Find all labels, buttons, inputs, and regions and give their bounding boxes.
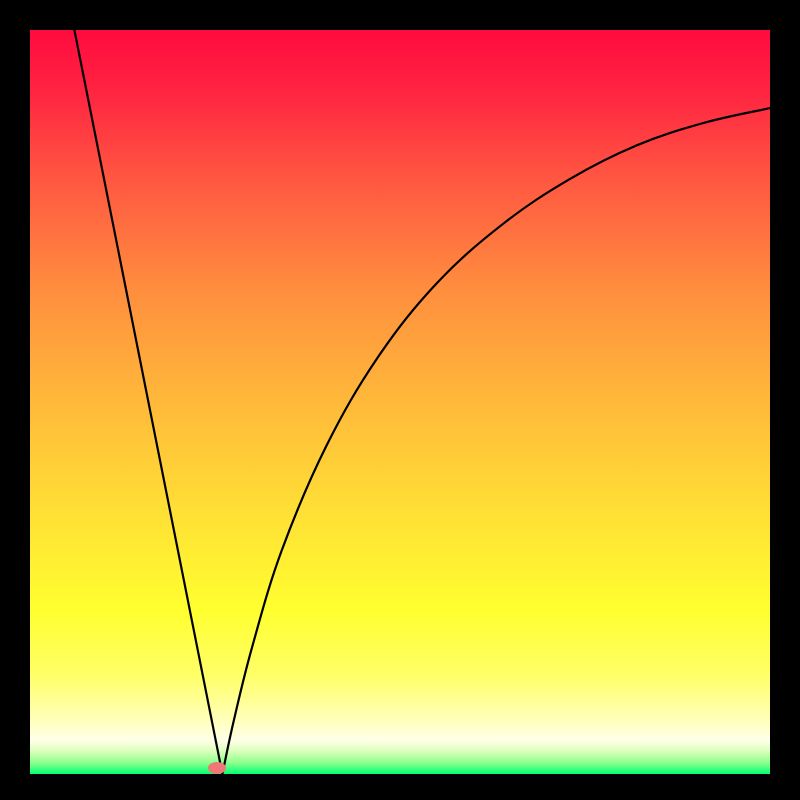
plot-area bbox=[30, 30, 770, 774]
optimum-marker bbox=[208, 762, 226, 774]
bottleneck-curve bbox=[30, 30, 770, 774]
chart-frame bbox=[0, 0, 800, 800]
